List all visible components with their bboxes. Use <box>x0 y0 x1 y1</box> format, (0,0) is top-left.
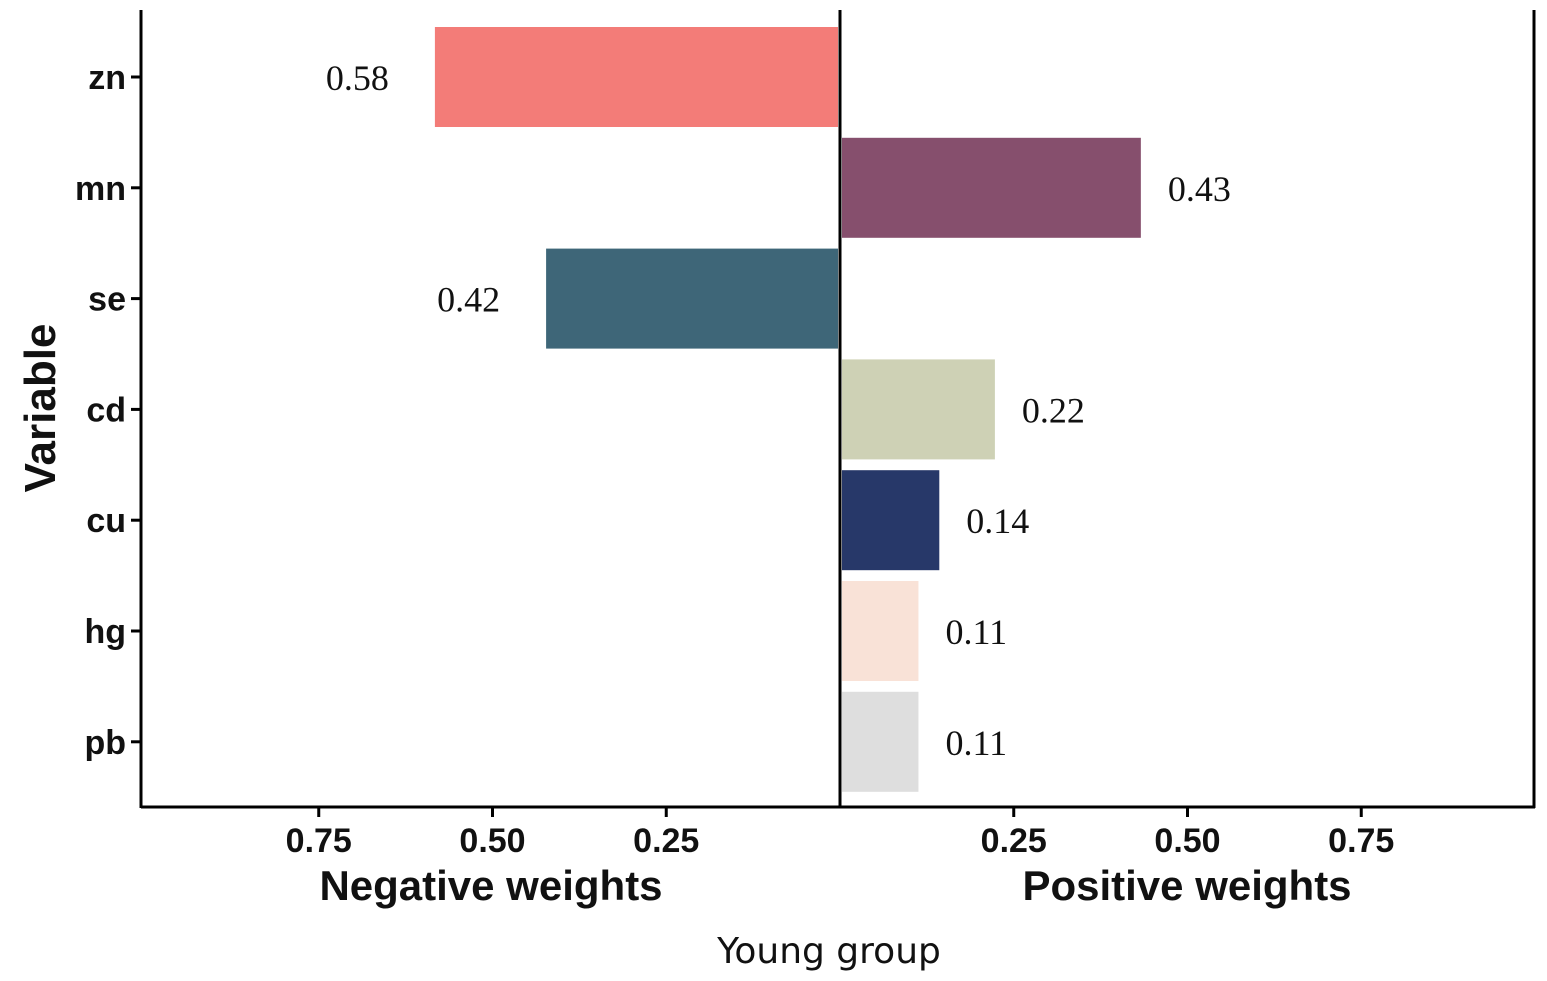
positive-weights-title: Positive weights <box>1022 862 1351 909</box>
x-tick-label-positive-0.75: 0.75 <box>1328 822 1394 860</box>
value-label-cd: 0.22 <box>1022 390 1085 430</box>
y-tick-label-se: se <box>88 281 126 319</box>
x-tick-label-positive-0.25: 0.25 <box>981 822 1047 860</box>
y-tick-label-hg: hg <box>84 613 126 651</box>
y-ticks-layer: zn mn se cd cu hg pb <box>75 59 141 762</box>
y-tick-label-cu: cu <box>86 502 126 540</box>
y-tick-label-zn: zn <box>88 59 126 97</box>
bars-layer <box>434 27 1141 792</box>
bar-mn <box>842 137 1141 238</box>
x-tick-label-negative-0.50: 0.50 <box>459 822 525 860</box>
y-tick-label-pb: pb <box>84 724 126 762</box>
x-ticks-layer: 0.75 0.50 0.25 0.25 0.50 0.75 <box>286 807 1394 860</box>
x-axis-caption: Young group <box>716 931 941 972</box>
y-tick-label-mn: mn <box>75 170 126 208</box>
value-label-se: 0.42 <box>437 280 500 320</box>
value-label-cu: 0.14 <box>966 501 1029 541</box>
bar-hg <box>842 581 919 681</box>
bar-pb <box>842 691 919 792</box>
value-labels-layer: 0.58 0.43 0.42 0.22 0.14 0.11 0.11 <box>326 58 1231 763</box>
x-tick-label-negative-0.75: 0.75 <box>286 822 352 860</box>
y-axis-title: Variable <box>16 324 65 493</box>
value-label-hg: 0.11 <box>945 612 1007 652</box>
bar-cd <box>842 359 995 460</box>
negative-weights-title: Negative weights <box>319 862 662 909</box>
bar-se <box>546 248 838 349</box>
x-tick-label-positive-0.50: 0.50 <box>1154 822 1220 860</box>
bar-cu <box>842 470 940 571</box>
bar-zn <box>434 27 838 127</box>
value-label-zn: 0.58 <box>326 58 389 98</box>
value-label-pb: 0.11 <box>945 723 1007 763</box>
y-tick-label-cd: cd <box>86 391 126 429</box>
value-label-mn: 0.43 <box>1168 169 1231 209</box>
x-tick-label-negative-0.25: 0.25 <box>633 822 699 860</box>
